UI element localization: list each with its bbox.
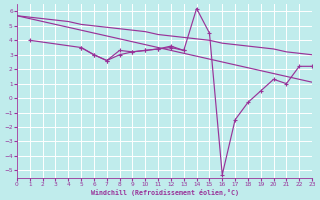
- X-axis label: Windchill (Refroidissement éolien,°C): Windchill (Refroidissement éolien,°C): [91, 189, 238, 196]
